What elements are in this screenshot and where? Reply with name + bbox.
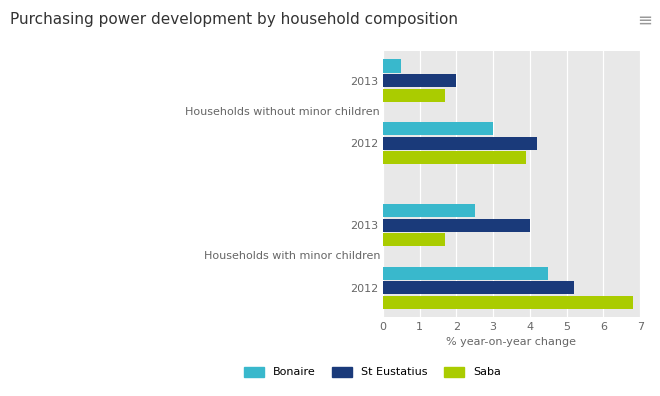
- Text: Purchasing power development by household composition: Purchasing power development by househol…: [10, 12, 458, 27]
- Bar: [383, 219, 530, 232]
- Bar: [383, 137, 537, 150]
- Text: Households with minor children: Households with minor children: [204, 251, 380, 261]
- X-axis label: % year-on-year change: % year-on-year change: [447, 337, 576, 347]
- Bar: [383, 281, 574, 294]
- Bar: [383, 233, 446, 246]
- Text: ≡: ≡: [637, 12, 652, 30]
- Bar: [383, 151, 526, 164]
- Bar: [383, 59, 401, 72]
- Bar: [383, 267, 548, 280]
- Bar: [383, 89, 446, 102]
- Bar: [383, 296, 633, 309]
- Text: Households without minor children: Households without minor children: [185, 107, 380, 117]
- Bar: [383, 122, 493, 135]
- Bar: [383, 204, 475, 217]
- Legend: Bonaire, St Eustatius, Saba: Bonaire, St Eustatius, Saba: [239, 362, 505, 382]
- Bar: [383, 74, 456, 87]
